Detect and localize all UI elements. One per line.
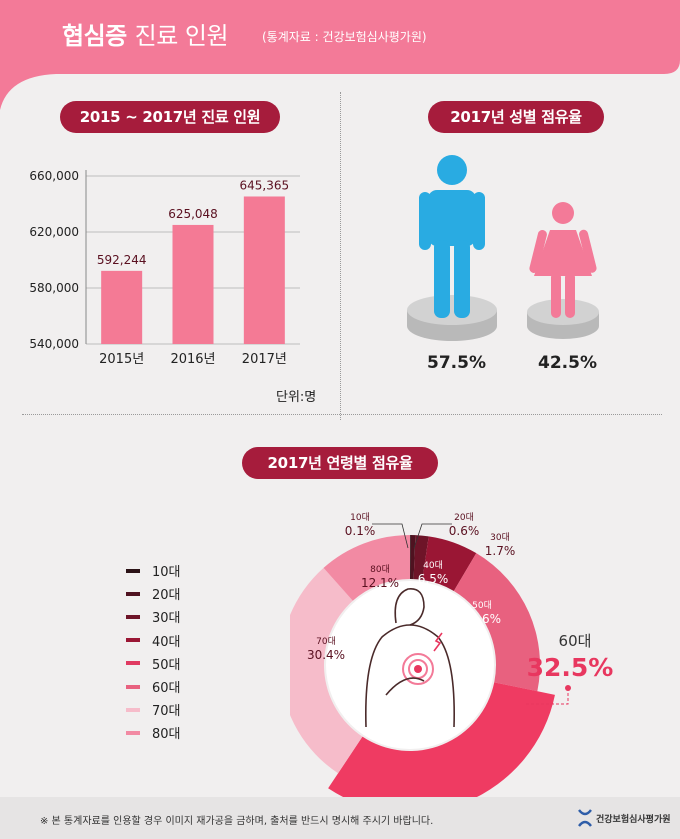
slice-value-label: 0.6%	[449, 524, 480, 538]
slice-name-label: 30대	[490, 532, 510, 543]
slice-name-label: 20대	[454, 512, 474, 523]
legend-swatch	[126, 614, 140, 619]
male-percentage: 57.5%	[427, 353, 486, 373]
legend-swatch	[126, 730, 140, 735]
legend-swatch	[126, 638, 140, 643]
female-pedestal-icon	[527, 299, 599, 339]
male-pedestal-icon	[407, 295, 497, 341]
legend-swatch	[126, 661, 140, 666]
vertical-divider	[340, 92, 341, 420]
donut-slice-20대	[410, 535, 416, 580]
callout-line	[526, 688, 569, 705]
x-tick-label: 2016년	[170, 352, 215, 367]
legend-item: 60대	[126, 675, 181, 698]
footer-logo-text: 건강보험심사평가원	[596, 814, 671, 825]
slice-name-label: 40대	[423, 560, 443, 571]
footer-note: ※ 본 통계자료를 인용할 경우 이미지 재가공을 금하며, 출처를 반드시 명…	[40, 816, 434, 827]
slice-value-label: 32.5%	[527, 653, 614, 682]
title-light: 진료 인원	[134, 22, 229, 50]
female-percentage: 42.5%	[538, 353, 597, 373]
legend-swatch	[126, 707, 140, 712]
legend-label: 20대	[152, 588, 181, 604]
bar-2017년	[243, 196, 285, 344]
gender-figures	[407, 155, 599, 341]
bar-data-label: 592,244	[97, 253, 147, 267]
chest-pain-illustration-icon	[326, 581, 494, 749]
legend-item: 80대	[126, 721, 181, 744]
bar-data-label: 625,048	[168, 207, 218, 221]
legend-label: 40대	[152, 634, 181, 650]
legend-item: 50대	[126, 652, 181, 675]
slice-name-label: 80대	[370, 564, 390, 575]
slice-name-label: 50대	[472, 600, 492, 611]
legend-swatch	[126, 591, 140, 596]
male-figure-icon	[419, 155, 485, 318]
slice-value-label: 6.5%	[418, 572, 449, 586]
legend-item: 20대	[126, 582, 181, 605]
y-tick-label: 620,000	[29, 225, 79, 239]
leader-line	[413, 523, 452, 549]
slice-name-label: 60대	[559, 632, 592, 650]
slice-value-label: 12.1%	[361, 576, 399, 590]
legend-label: 50대	[152, 657, 181, 673]
y-tick-label: 580,000	[29, 281, 79, 295]
bar-section-title: 2015 ~ 2017년 진료 인원	[60, 101, 280, 133]
bar-chart: 540,000 580,000 620,000 660,000 592,244 2015년…	[29, 169, 300, 367]
footer: ※ 본 통계자료를 인용할 경우 이미지 재가공을 금하며, 출처를 반드시 명…	[0, 797, 680, 839]
legend-label: 30대	[152, 611, 181, 627]
legend-label: 70대	[152, 704, 181, 720]
bar-unit-label: 단위:명	[276, 390, 317, 405]
bar-2016년	[172, 224, 214, 344]
legend-swatch	[126, 684, 140, 689]
age-section-title: 2017년 연령별 점유율	[242, 447, 438, 479]
horizontal-divider	[22, 414, 662, 415]
footer-logo: 건강보험심사평가원	[578, 809, 671, 827]
bar-data-label: 645,365	[240, 178, 290, 192]
donut-slice-70대	[290, 567, 363, 774]
donut-slice-30대	[413, 535, 429, 580]
leader-line	[372, 523, 409, 549]
x-tick-label: 2017년	[242, 352, 287, 367]
legend-label: 10대	[152, 565, 181, 581]
slice-value-label: 30.4%	[307, 648, 345, 662]
age-legend: 10대 20대 30대 40대 50대 60대 70대 80대	[126, 559, 181, 745]
legend-item: 40대	[126, 629, 181, 652]
legend-label: 60대	[152, 681, 181, 697]
x-tick-label: 2015년	[99, 352, 144, 367]
header-shape	[0, 0, 680, 110]
slice-name-label: 10대	[350, 512, 370, 523]
donut-slice-40대	[422, 536, 477, 592]
legend-label: 80대	[152, 727, 181, 743]
donut-slice-10대	[410, 535, 411, 580]
slice-name-label: 70대	[316, 636, 336, 647]
y-tick-label: 660,000	[29, 169, 79, 183]
legend-item: 70대	[126, 698, 181, 721]
legend-swatch	[126, 568, 140, 573]
legend-item: 10대	[126, 559, 181, 582]
donut-slice-80대	[323, 535, 410, 601]
legend-item: 30대	[126, 605, 181, 628]
donut-slice-60대	[328, 682, 555, 797]
slice-value-label: 0.1%	[345, 524, 376, 538]
gender-section-title: 2017년 성별 점유율	[428, 101, 604, 133]
hira-logo-icon	[578, 809, 592, 827]
header-band	[0, 0, 680, 110]
bar-2015년	[101, 270, 143, 344]
female-figure-icon	[529, 202, 597, 318]
title-bold: 협심증	[62, 22, 127, 50]
donut-slice-50대	[453, 553, 540, 692]
slice-value-label: 1.7%	[485, 544, 516, 558]
slice-value-label: 20.6%	[463, 612, 501, 626]
page-title: 협심증 진료 인원	[62, 16, 229, 51]
source-note: (통계자료 : 건강보험심사평가원)	[262, 30, 427, 44]
y-tick-label: 540,000	[29, 337, 79, 351]
